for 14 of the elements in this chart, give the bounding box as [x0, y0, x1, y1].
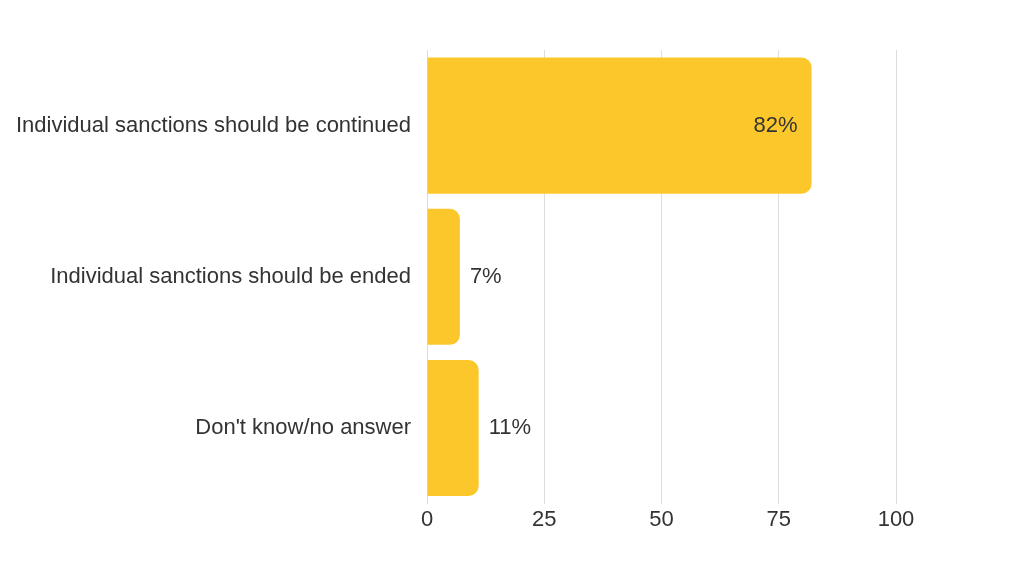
y-tick-label: Individual sanctions should be continued: [15, 111, 412, 137]
data-label: 11%: [488, 414, 532, 440]
data-label: 82%: [753, 111, 798, 137]
x-tick-label: 75: [766, 505, 792, 531]
x-tick-label: 25: [532, 505, 557, 531]
bar: [427, 208, 460, 345]
x-tick-label: 100: [877, 505, 915, 531]
x-tick-label: 0: [420, 505, 434, 531]
x-tick-label: 50: [649, 505, 674, 531]
y-tick-label: Don't know/no answer: [195, 414, 412, 440]
y-tick-label: Individual sanctions should be ended: [50, 262, 412, 288]
data-label: 7%: [469, 262, 502, 288]
bar: [427, 57, 812, 194]
bar: [427, 359, 479, 497]
